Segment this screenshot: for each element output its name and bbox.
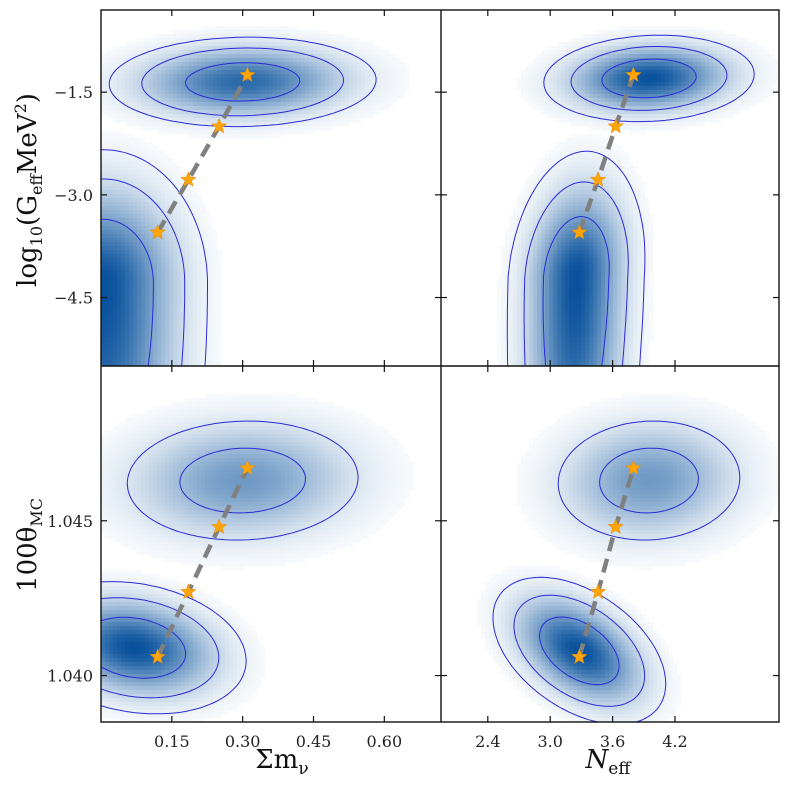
x-axis-label-neff: Neff — [585, 745, 633, 779]
contour-mode2-level2 — [599, 447, 699, 514]
density-shading — [101, 26, 410, 366]
density-shading — [101, 394, 414, 722]
star-marker-2 — [180, 171, 197, 187]
contour-mode2-level2 — [141, 47, 344, 117]
star-marker-3 — [607, 518, 624, 535]
contour-mode1-level1 — [542, 216, 610, 366]
contour-mode2-level3 — [557, 420, 741, 541]
star-marker-4 — [239, 459, 256, 476]
dashed-track — [155, 467, 250, 658]
x-tick-label: 0.30 — [225, 732, 261, 751]
contour-mode1-level3 — [101, 581, 247, 715]
x-tick-label: 3.0 — [537, 732, 562, 751]
x-tick-label: 3.6 — [600, 732, 625, 751]
x-tick-label: 0.60 — [367, 732, 403, 751]
panel-top-left — [101, 26, 410, 366]
y-tick-label: 1.045 — [47, 512, 93, 531]
star-marker-3 — [607, 117, 624, 134]
x-tick-label: 4.2 — [662, 732, 687, 751]
star-marker-1 — [571, 648, 588, 665]
density-shading — [477, 394, 779, 722]
panel-top-right — [497, 26, 779, 366]
x-tick-label: 2.4 — [475, 732, 500, 751]
star-marker-4 — [625, 66, 642, 83]
star-marker-1 — [149, 648, 166, 665]
contour-mode2-level1 — [184, 62, 301, 102]
contour-mode1-level2 — [513, 594, 646, 707]
y-tick-label: −1.5 — [54, 83, 93, 102]
star-marker-1 — [571, 223, 588, 240]
star-marker-4 — [239, 66, 256, 83]
contour-mode2-level1 — [601, 58, 697, 99]
y-tick-label: −4.5 — [54, 289, 93, 308]
panel-bottom-right — [477, 394, 779, 722]
dashed-track — [577, 467, 636, 658]
star-marker-4 — [625, 459, 642, 476]
star-marker-1 — [149, 223, 166, 240]
contour-mode2-level3 — [126, 420, 359, 541]
star-marker-2 — [589, 583, 607, 600]
contour-mode2-level2 — [570, 46, 728, 111]
ticks-layer: 0.15 0.30 0.45 0.60 2.4 3.0 3.6 4.2 −1.5 −3.0 −4.5… — [47, 10, 779, 751]
dashed-track — [577, 74, 636, 234]
panels-layer — [101, 26, 779, 722]
y-axis-label-log-geff: log10(GeffMeV2) — [11, 93, 46, 287]
x-tick-label: 0.15 — [154, 732, 190, 751]
contour-mode2-level3 — [108, 36, 377, 128]
star-marker-2 — [589, 171, 607, 187]
contour-mode1-level2 — [101, 597, 220, 699]
y-axis-label-theta-mc: 100θMC — [13, 498, 46, 592]
star-marker-3 — [210, 518, 228, 535]
dashed-track — [155, 73, 250, 234]
panel-bottom-left — [101, 394, 414, 722]
contour-mode1-level2 — [523, 181, 629, 366]
star-marker-2 — [180, 583, 197, 600]
density-shading — [497, 26, 779, 366]
y-tick-label: 1.040 — [47, 667, 93, 686]
contour-mode1-level2 — [101, 178, 186, 366]
x-tick-label: 0.45 — [296, 732, 332, 751]
y-tick-label: −3.0 — [54, 186, 93, 205]
x-axis-label-sum-mnu: Σmν — [255, 745, 308, 779]
contour-mode1-level3 — [506, 150, 646, 366]
star-marker-3 — [210, 117, 228, 134]
contour-mode1-level1 — [101, 218, 154, 366]
contour-mode1-level3 — [101, 149, 208, 366]
